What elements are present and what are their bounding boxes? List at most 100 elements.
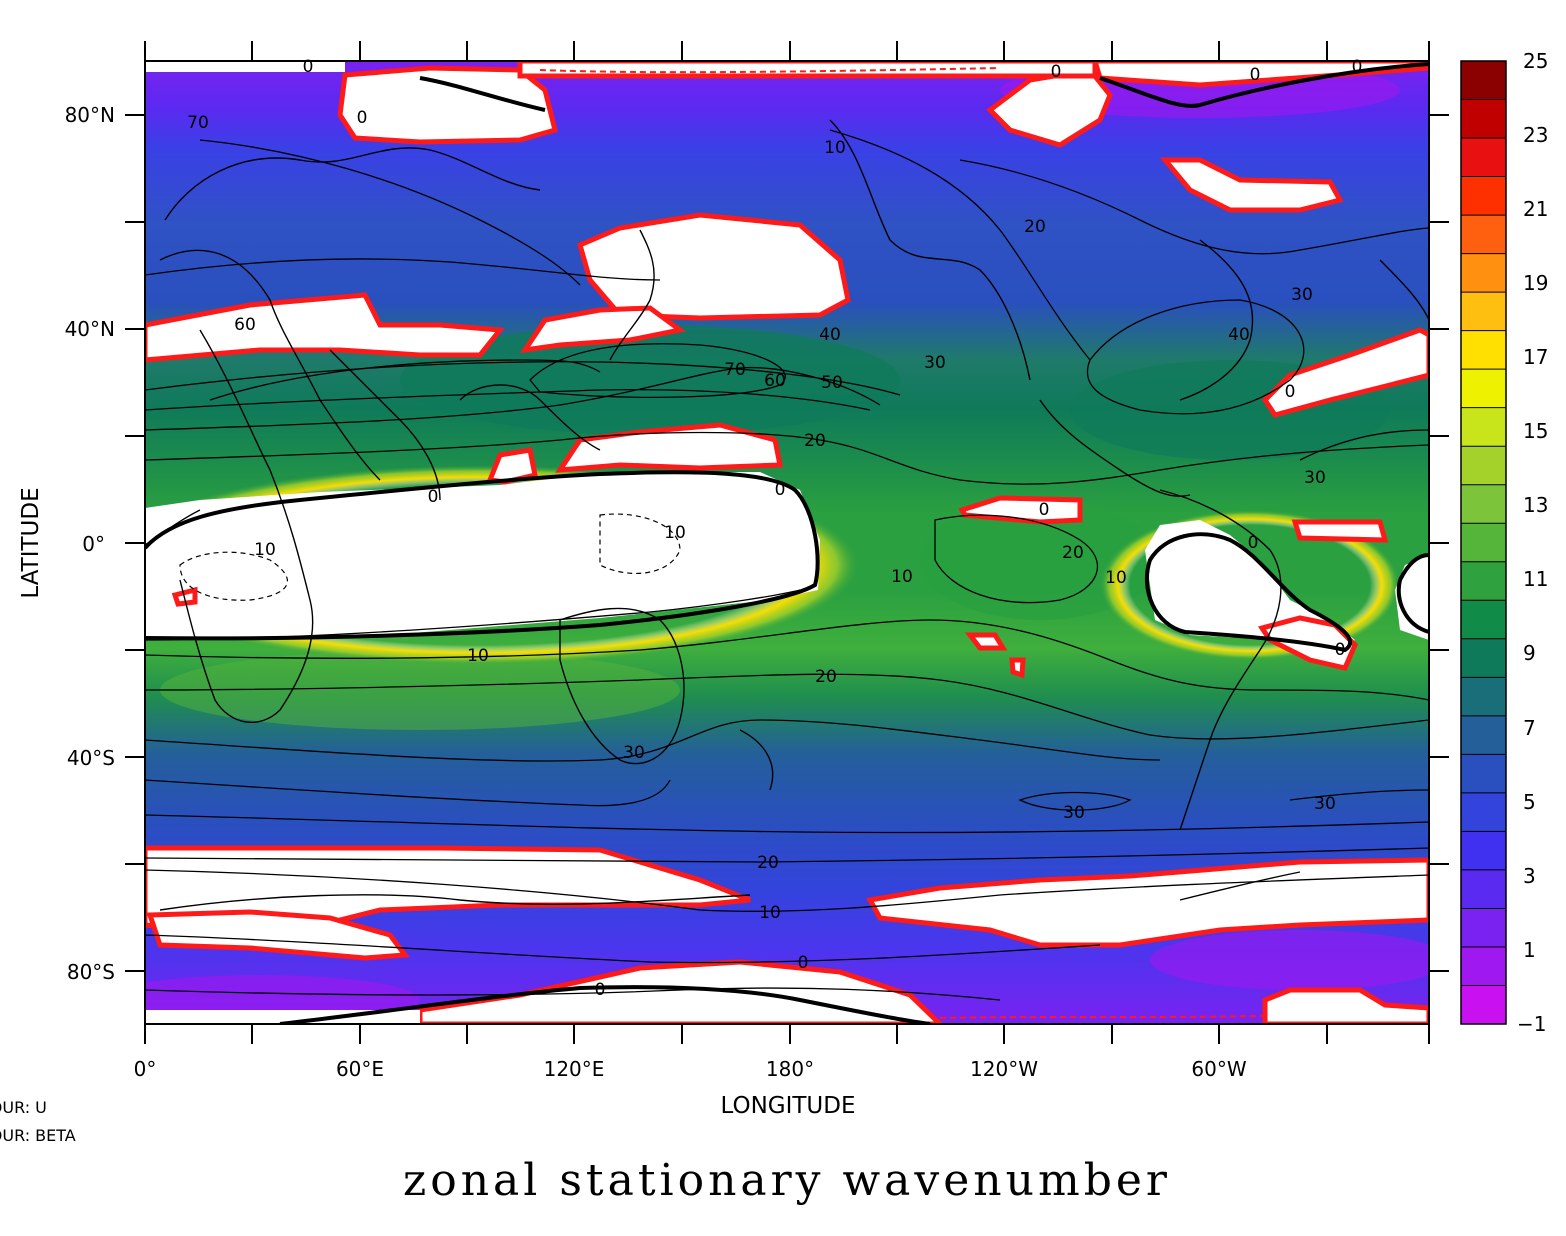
colorbar-swatch xyxy=(1461,61,1506,101)
contour-label: 0 xyxy=(1352,57,1363,77)
contour-label: 10 xyxy=(824,138,846,158)
contour-note: TOUR: U xyxy=(0,1098,47,1117)
contour-label: 0 xyxy=(428,487,439,507)
colorbar-swatch xyxy=(1461,484,1506,524)
contour-label: 20 xyxy=(757,853,779,873)
contour-label: 30 xyxy=(623,743,645,763)
contour-label: 30 xyxy=(1291,285,1313,305)
colorbar-swatch xyxy=(1461,831,1506,871)
contour-label: 10 xyxy=(467,646,489,666)
colorbar-swatch xyxy=(1461,446,1506,486)
contour-label: 30 xyxy=(924,353,946,373)
colorbar-label: 13 xyxy=(1523,493,1548,517)
y-tick-label: 80°N xyxy=(65,103,115,127)
colorbar-label: 3 xyxy=(1523,864,1536,888)
y-tick-label: 40°N xyxy=(65,317,115,341)
colorbar-label: 15 xyxy=(1523,419,1548,443)
colorbar-swatch xyxy=(1461,99,1506,139)
colorbar-frame xyxy=(1460,60,1507,1025)
chart-title: zonal stationary wavenumber xyxy=(403,1155,1171,1206)
map-plot-area xyxy=(145,61,1429,1024)
y-tick-label: 0° xyxy=(82,532,105,556)
colorbar-swatch xyxy=(1461,869,1506,909)
zero-contours xyxy=(145,62,1429,1024)
contour-label: 0 xyxy=(595,980,606,1000)
contour-label: 10 xyxy=(759,903,781,923)
contour-label: 0 xyxy=(303,57,314,77)
contour-label: 70 xyxy=(187,113,209,133)
contour-label: 0 xyxy=(798,953,809,973)
colorbar-swatch xyxy=(1461,407,1506,447)
contour-label: 40 xyxy=(1228,325,1250,345)
colorbar-label: 9 xyxy=(1523,641,1536,665)
contour-label: 20 xyxy=(1062,543,1084,563)
colorbar-swatch xyxy=(1461,176,1506,216)
colorbar-swatch xyxy=(1461,946,1506,986)
contour-label: 70 xyxy=(724,360,746,380)
colorbar-label: −1 xyxy=(1517,1012,1546,1036)
colorbar-swatch xyxy=(1461,215,1506,255)
contour-label: 0 xyxy=(1335,640,1346,660)
x-tick-label: 60°E xyxy=(336,1057,384,1081)
field-patch xyxy=(160,650,680,730)
colorbar-swatch xyxy=(1461,138,1506,178)
contour-label: 10 xyxy=(664,523,686,543)
x-tick-label: 0° xyxy=(134,1057,157,1081)
contour-label: 0 xyxy=(1250,65,1261,85)
contour-label: 0 xyxy=(1248,533,1259,553)
field-patch xyxy=(920,500,1160,620)
contour-label: 60 xyxy=(234,315,256,335)
colorbar-label: 7 xyxy=(1523,716,1536,740)
colorbar-swatch xyxy=(1461,292,1506,332)
beta-dashed-contours-black xyxy=(179,513,681,601)
contour-label: 0 xyxy=(357,108,368,128)
y-axis-title: LATITUDE xyxy=(18,487,44,598)
contour-label: 10 xyxy=(254,540,276,560)
contour-label: 20 xyxy=(815,667,837,687)
undefined-regions xyxy=(145,61,1429,1024)
colorbar-labels: 25 23 21 19 17 15 13 11 9 7 5 3 1 −1 xyxy=(1517,49,1548,1036)
colorbar xyxy=(1460,60,1507,1025)
x-tick-label: 120°E xyxy=(544,1057,605,1081)
colorbar-swatch xyxy=(1461,638,1506,678)
colorbar-swatch xyxy=(1461,985,1506,1025)
colorbar-label: 23 xyxy=(1523,123,1548,147)
colorbar-swatch xyxy=(1461,715,1506,755)
colorbar-swatch xyxy=(1461,754,1506,794)
contour-label: 30 xyxy=(1063,803,1085,823)
colorbar-label: 25 xyxy=(1523,49,1548,73)
colorbar-label: 21 xyxy=(1523,197,1548,221)
colorbar-label: 19 xyxy=(1523,271,1548,295)
contour-label: 0 xyxy=(1051,62,1062,82)
colorbar-label: 11 xyxy=(1523,567,1548,591)
x-axis: 0° 60°E 120°E 180° 120°W 60°W LONGITUDE xyxy=(134,1057,1247,1119)
x-tick-label: 60°W xyxy=(1191,1057,1246,1081)
colorbar-label: 1 xyxy=(1523,938,1536,962)
contour-label: 0 xyxy=(1039,500,1050,520)
contour-label: 30 xyxy=(1304,468,1326,488)
x-axis-title: LONGITUDE xyxy=(720,1093,855,1119)
contour-labels: 70 60 50 40 30 20 10 10 20 30 30 30 20 10 30 20 10 40 30 10… xyxy=(187,57,1362,1000)
coastlines xyxy=(159,119,1429,911)
colorbar-swatch xyxy=(1461,561,1506,601)
contour-label: 10 xyxy=(1105,568,1127,588)
field-patch xyxy=(1150,930,1429,990)
contour-label: 0 xyxy=(1285,382,1296,402)
beta-dashed-contours xyxy=(539,67,1266,1019)
contour-label: 0 xyxy=(775,480,786,500)
axis-ticks xyxy=(125,41,1449,1044)
y-axis: 80°N 40°N 0° 40°S 80°S LATITUDE xyxy=(18,103,115,984)
y-tick-label: 40°S xyxy=(67,746,115,770)
contour-label: 30 xyxy=(1314,794,1336,814)
colorbar-swatch xyxy=(1461,792,1506,832)
colorbar-swatch xyxy=(1461,253,1506,293)
x-tick-label: 180° xyxy=(766,1057,814,1081)
colorbar-swatch xyxy=(1461,908,1506,948)
y-tick-label: 80°S xyxy=(67,960,115,984)
contour-label: 50 xyxy=(821,373,843,393)
contour-label: 20 xyxy=(804,431,826,451)
colorbar-swatch xyxy=(1461,523,1506,563)
colorbar-swatch xyxy=(1461,677,1506,717)
contour-label: 40 xyxy=(819,325,841,345)
